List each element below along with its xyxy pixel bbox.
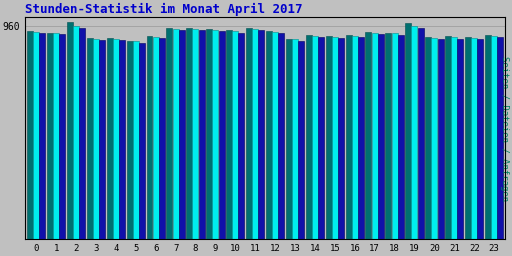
Bar [146, 36, 153, 239]
Bar [73, 26, 79, 239]
Bar [212, 30, 219, 239]
Bar [346, 35, 352, 239]
Bar [451, 37, 457, 239]
Bar [366, 32, 372, 239]
Bar [372, 33, 378, 239]
Bar [298, 41, 304, 239]
Bar [232, 31, 238, 239]
Bar [33, 32, 39, 239]
Bar [471, 38, 477, 239]
Bar [113, 39, 119, 239]
Bar [79, 28, 85, 239]
Bar [93, 39, 99, 239]
Bar [259, 30, 264, 239]
Bar [477, 39, 483, 239]
Bar [326, 36, 332, 239]
Bar [139, 43, 145, 239]
Bar [186, 28, 193, 239]
Bar [179, 30, 185, 239]
Bar [378, 34, 384, 239]
Bar [318, 37, 324, 239]
Bar [246, 28, 252, 239]
Bar [412, 26, 417, 239]
Bar [272, 32, 278, 239]
Bar [239, 33, 244, 239]
Bar [87, 38, 93, 239]
Bar [153, 37, 159, 239]
Bar [279, 33, 284, 239]
Bar [491, 36, 497, 239]
Bar [358, 37, 364, 239]
Bar [338, 38, 344, 239]
Bar [126, 41, 133, 239]
Bar [199, 30, 205, 239]
Bar [226, 30, 232, 239]
Bar [119, 40, 125, 239]
Bar [458, 39, 463, 239]
Bar [159, 38, 165, 239]
Bar [173, 29, 179, 239]
Bar [432, 38, 437, 239]
Bar [99, 40, 105, 239]
Bar [286, 39, 292, 239]
Text: Stunden-Statistik im Monat April 2017: Stunden-Statistik im Monat April 2017 [25, 3, 303, 16]
Bar [292, 39, 298, 239]
Bar [133, 41, 139, 239]
Bar [445, 36, 451, 239]
Bar [166, 28, 173, 239]
Bar [219, 31, 225, 239]
Bar [406, 23, 411, 239]
Bar [392, 34, 397, 239]
Y-axis label: Seiten / Dateien / Anfragen: Seiten / Dateien / Anfragen [500, 56, 509, 201]
Bar [106, 38, 113, 239]
Bar [206, 29, 212, 239]
Bar [306, 35, 312, 239]
Bar [53, 34, 59, 239]
Bar [59, 34, 65, 239]
Bar [485, 35, 491, 239]
Bar [386, 33, 391, 239]
Bar [438, 39, 443, 239]
Bar [39, 33, 46, 239]
Bar [193, 29, 199, 239]
Bar [266, 31, 272, 239]
Bar [332, 37, 338, 239]
Bar [27, 31, 33, 239]
Bar [425, 37, 431, 239]
Bar [465, 37, 471, 239]
Bar [497, 37, 503, 239]
Bar [352, 36, 358, 239]
Bar [252, 29, 258, 239]
Bar [398, 35, 404, 239]
Bar [67, 22, 73, 239]
Bar [312, 36, 318, 239]
Bar [418, 28, 423, 239]
Bar [47, 33, 53, 239]
